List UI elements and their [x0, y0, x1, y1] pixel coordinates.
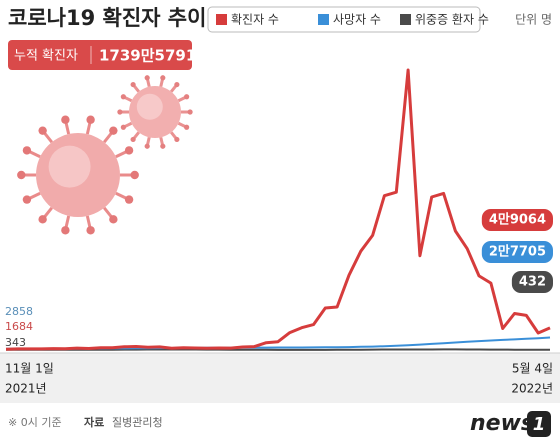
end-label: 4만9064 [489, 212, 546, 228]
virus-knob [61, 226, 70, 235]
virus-knob [174, 81, 180, 88]
series-line [5, 68, 551, 351]
end-label: 2만7705 [489, 244, 546, 260]
virus-knob [184, 124, 190, 130]
cumulative-value: 1739만5791 [99, 47, 196, 65]
virus-knob [86, 115, 95, 124]
virus-knob [17, 170, 26, 180]
start-label: 2858 [5, 305, 33, 318]
chart-title: 코로나19 확진자 추이 [8, 6, 206, 30]
virus-knob [38, 126, 47, 135]
virus-core [136, 93, 163, 120]
source-label: 자료 [84, 415, 104, 429]
x-start-year: 2021년 [5, 382, 47, 396]
x-axis-band [0, 353, 560, 403]
cumulative-label: 누적 확진자 [14, 49, 78, 64]
end-label-pill [511, 271, 553, 293]
virus-knob [144, 75, 150, 81]
virus-knob [124, 146, 134, 155]
virus-knob [160, 75, 166, 81]
legend-swatch [400, 14, 411, 25]
unit-label: 단위 명 [515, 13, 552, 27]
series-line [6, 348, 550, 351]
x-tick-label: 5월 4일 [512, 362, 553, 376]
virus-knob [109, 215, 118, 224]
virus-illustration [17, 75, 193, 235]
legend-label: 위중증 환자 수 [415, 13, 489, 27]
virus-knob [109, 126, 118, 135]
x-end-year: 2022년 [511, 382, 553, 396]
virus-knob [130, 136, 136, 143]
virus-knob [160, 143, 166, 149]
legend-label: 확진자 수 [231, 13, 279, 27]
virus-knob [130, 170, 139, 180]
virus-knob [117, 109, 123, 115]
legend-swatch [318, 14, 329, 25]
end-label-pill [481, 209, 553, 231]
virus-knob [184, 94, 190, 100]
virus-knob [22, 146, 32, 155]
virus-knob [187, 109, 193, 115]
virus-core [48, 145, 91, 188]
x-tick-label: 11월 1일 [5, 362, 54, 376]
cumulative-box [8, 40, 192, 70]
logo-box [527, 411, 551, 437]
start-label: 1684 [5, 320, 33, 333]
virus-knob [61, 115, 70, 124]
virus-knob [144, 143, 150, 149]
note: ※ 0시 기준 [8, 416, 62, 429]
end-label: 432 [519, 275, 546, 290]
start-label: 343 [5, 336, 26, 349]
legend-swatch [216, 14, 227, 25]
virus-knob [120, 94, 126, 100]
legend-box [207, 6, 481, 33]
legend-label: 사망자 수 [333, 13, 381, 27]
virus-knob [130, 81, 136, 88]
virus-knob [86, 226, 95, 235]
logo-number: 1 [533, 414, 546, 435]
virus [17, 115, 139, 235]
virus-knob [38, 215, 47, 224]
virus-knob [120, 124, 126, 130]
virus-knob [22, 195, 32, 204]
virus-knob [174, 136, 180, 143]
end-label-pill [481, 241, 553, 263]
virus [117, 75, 193, 149]
virus-knob [124, 195, 134, 204]
source: 질병관리청 [112, 416, 163, 429]
logo-text: news [470, 411, 534, 436]
